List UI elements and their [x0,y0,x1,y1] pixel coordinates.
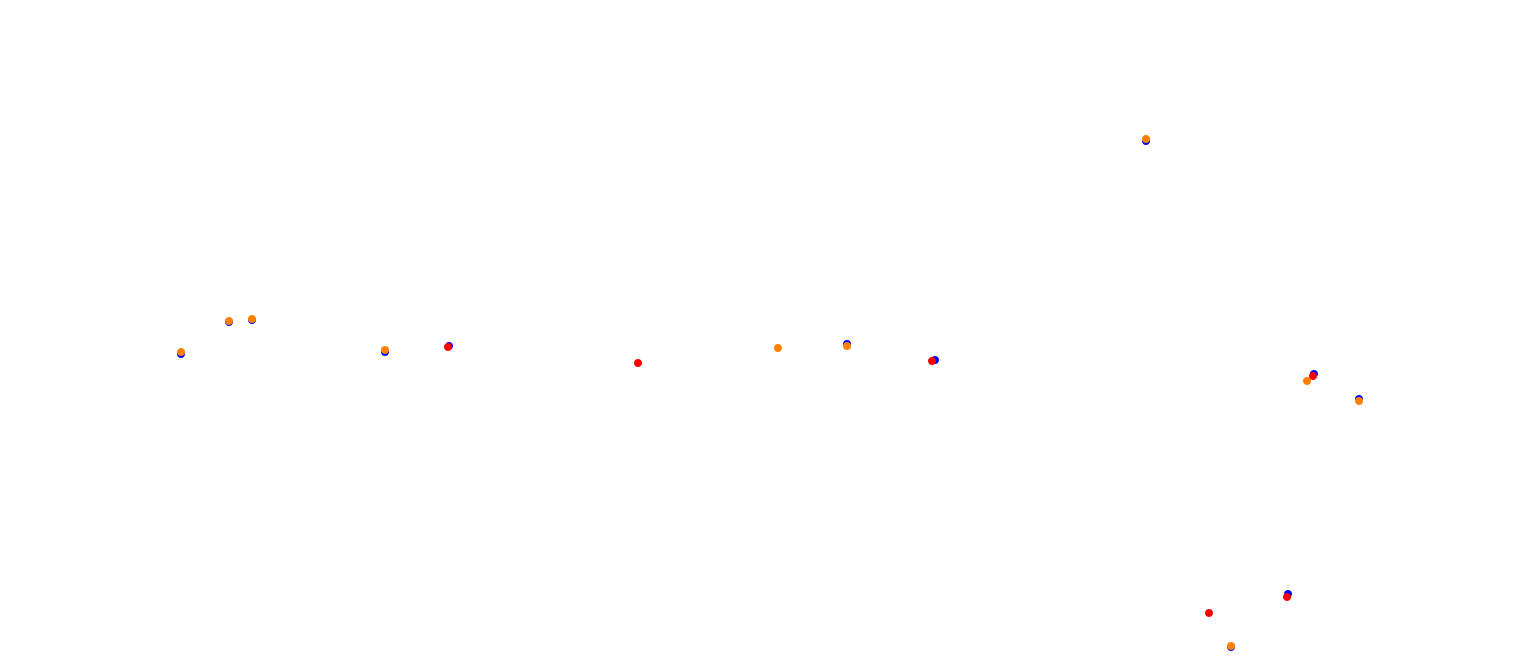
data-point [177,348,185,356]
data-point [444,343,452,351]
series-1 [444,343,1317,617]
data-point [1227,642,1235,650]
data-point [1205,609,1213,617]
data-point [843,342,851,350]
data-point [928,357,936,365]
data-point [1309,372,1317,380]
data-point [1303,377,1311,385]
data-point [225,317,233,325]
data-point [381,346,389,354]
data-point [634,359,642,367]
data-point [1283,593,1291,601]
data-point [248,315,256,323]
data-point [1355,397,1363,405]
data-point [774,344,782,352]
series-0 [177,137,1363,651]
series-2 [177,135,1363,650]
data-point [1142,135,1150,143]
